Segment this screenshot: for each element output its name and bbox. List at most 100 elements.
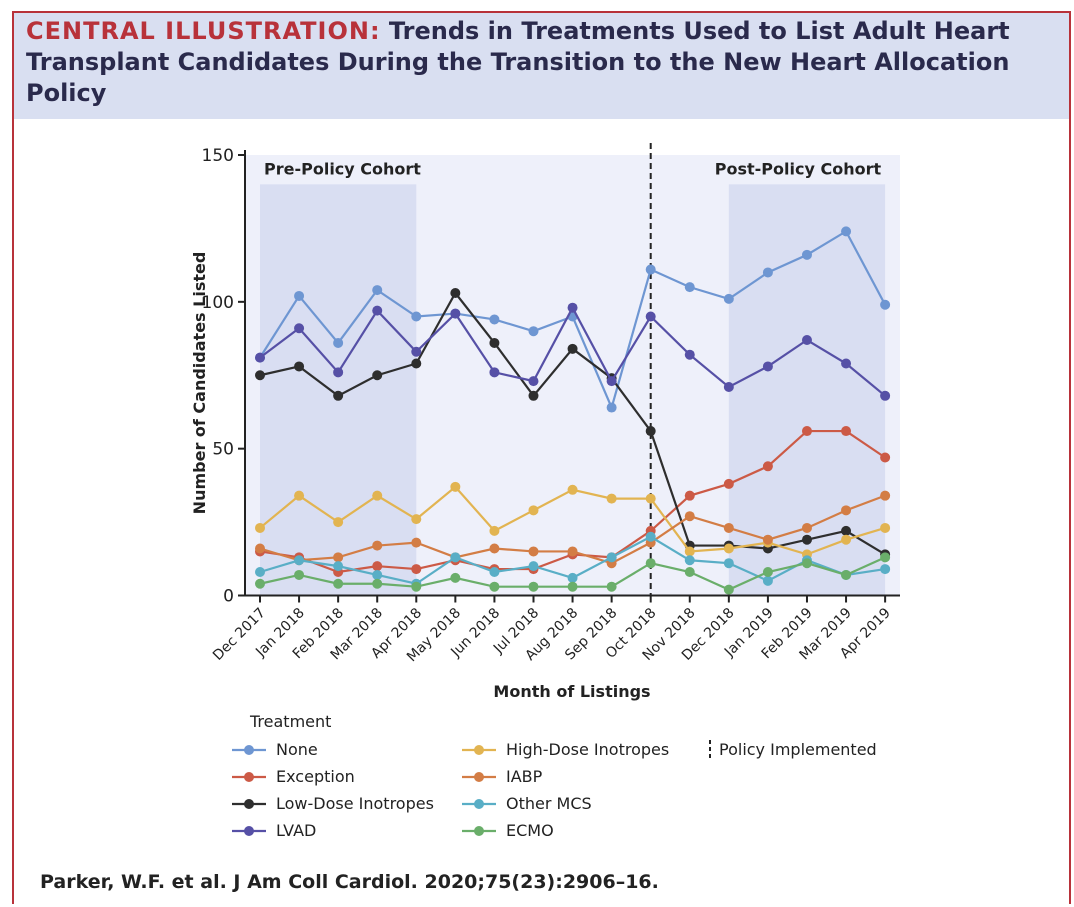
data-point-exception	[880, 452, 891, 463]
legend-label: Other MCS	[506, 794, 592, 813]
legend-swatch	[462, 772, 496, 782]
data-point-high-dose-inotropes	[528, 505, 539, 516]
data-point-low-dose-inotropes	[645, 426, 656, 437]
data-point-high-dose-inotropes	[489, 525, 500, 536]
data-point-lvad	[801, 335, 812, 346]
data-point-iabp	[801, 522, 812, 533]
data-point-low-dose-inotropes	[841, 525, 852, 536]
data-point-high-dose-inotropes	[684, 546, 695, 557]
data-point-other-mcs	[684, 555, 695, 566]
data-point-iabp	[567, 546, 578, 557]
legend-label: Exception	[276, 767, 355, 786]
data-point-lvad	[645, 311, 656, 322]
data-point-other-mcs	[294, 555, 305, 566]
cohort-label-1: Post-Policy Cohort	[715, 159, 882, 178]
title-text: Trends in Treatments Used to List Adult …	[26, 17, 1010, 107]
data-point-ecmo	[333, 578, 344, 589]
y-tick-label: 150	[202, 146, 234, 166]
data-point-iabp	[684, 511, 695, 522]
cohort-band-0	[260, 184, 417, 596]
data-point-ecmo	[489, 581, 500, 592]
data-point-ecmo	[841, 569, 852, 580]
data-point-none	[372, 285, 383, 296]
data-point-ecmo	[684, 567, 695, 578]
data-point-low-dose-inotropes	[333, 390, 344, 401]
data-point-lvad	[528, 376, 539, 387]
data-point-other-mcs	[450, 552, 461, 563]
data-point-iabp	[880, 490, 891, 501]
y-axis-title: Number of Candidates Listed	[190, 252, 209, 515]
data-point-iabp	[255, 543, 265, 554]
data-point-ecmo	[294, 569, 305, 580]
data-point-iabp	[528, 546, 539, 557]
legend-label: None	[276, 740, 318, 759]
data-point-exception	[684, 490, 695, 501]
data-point-other-mcs	[606, 552, 617, 563]
legend-title: Treatment	[250, 712, 332, 731]
data-point-high-dose-inotropes	[372, 490, 383, 501]
data-point-none	[841, 226, 852, 237]
title-lead: CENTRAL ILLUSTRATION:	[26, 17, 381, 45]
data-point-none	[723, 293, 734, 304]
data-point-high-dose-inotropes	[255, 522, 265, 533]
legend-swatch	[232, 826, 266, 836]
series-iabp	[255, 490, 891, 569]
title-banner	[14, 13, 1069, 119]
legend-swatch	[462, 826, 496, 836]
data-point-ecmo	[255, 578, 265, 589]
legend-label: High-Dose Inotropes	[506, 740, 670, 759]
data-point-none	[801, 249, 812, 260]
data-point-lvad	[294, 323, 305, 334]
cohort-band-1	[728, 184, 886, 596]
data-point-lvad	[762, 361, 773, 372]
y-tick-label: 0	[223, 587, 234, 607]
data-point-none	[333, 337, 344, 348]
data-point-lvad	[606, 376, 617, 387]
data-point-low-dose-inotropes	[411, 358, 422, 369]
y-tick-label: 50	[212, 440, 234, 460]
data-point-none	[489, 314, 500, 325]
data-point-high-dose-inotropes	[841, 534, 852, 545]
data-point-other-mcs	[333, 561, 344, 572]
data-point-exception	[723, 478, 734, 489]
data-point-high-dose-inotropes	[880, 522, 891, 533]
legend-label: LVAD	[276, 821, 317, 840]
series-ecmo	[255, 552, 891, 595]
data-point-ecmo	[801, 558, 812, 569]
data-point-exception	[762, 461, 773, 472]
data-point-iabp	[841, 505, 852, 516]
illustration-frame	[12, 11, 1071, 904]
data-point-lvad	[411, 346, 422, 357]
data-point-lvad	[333, 367, 344, 378]
data-point-iabp	[762, 534, 773, 545]
data-point-lvad	[450, 308, 461, 319]
data-point-ecmo	[528, 581, 539, 592]
series-none	[255, 226, 891, 413]
data-point-low-dose-inotropes	[450, 288, 461, 299]
data-point-ecmo	[411, 581, 422, 592]
data-point-high-dose-inotropes	[645, 493, 656, 504]
data-point-low-dose-inotropes	[528, 390, 539, 401]
data-point-low-dose-inotropes	[294, 361, 305, 372]
data-point-other-mcs	[489, 567, 500, 578]
data-point-ecmo	[567, 581, 578, 592]
data-point-other-mcs	[880, 564, 891, 575]
data-point-iabp	[333, 552, 344, 563]
data-point-lvad	[723, 381, 734, 392]
data-point-exception	[411, 564, 422, 575]
data-point-high-dose-inotropes	[333, 517, 344, 528]
data-point-lvad	[841, 358, 852, 369]
data-point-ecmo	[645, 558, 656, 569]
legend-swatch	[462, 799, 496, 809]
data-point-exception	[372, 561, 383, 572]
data-point-low-dose-inotropes	[372, 370, 383, 381]
x-axis-title: Month of Listings	[493, 682, 650, 701]
series-high-dose-inotropes	[255, 481, 891, 560]
data-point-other-mcs	[567, 572, 578, 583]
data-point-iabp	[489, 543, 500, 554]
page-title: CENTRAL ILLUSTRATION: Trends in Treatmen…	[26, 16, 1026, 109]
data-point-other-mcs	[528, 561, 539, 572]
data-point-other-mcs	[255, 567, 265, 578]
legend-swatch	[232, 799, 266, 809]
legend-label: Low-Dose Inotropes	[276, 794, 434, 813]
